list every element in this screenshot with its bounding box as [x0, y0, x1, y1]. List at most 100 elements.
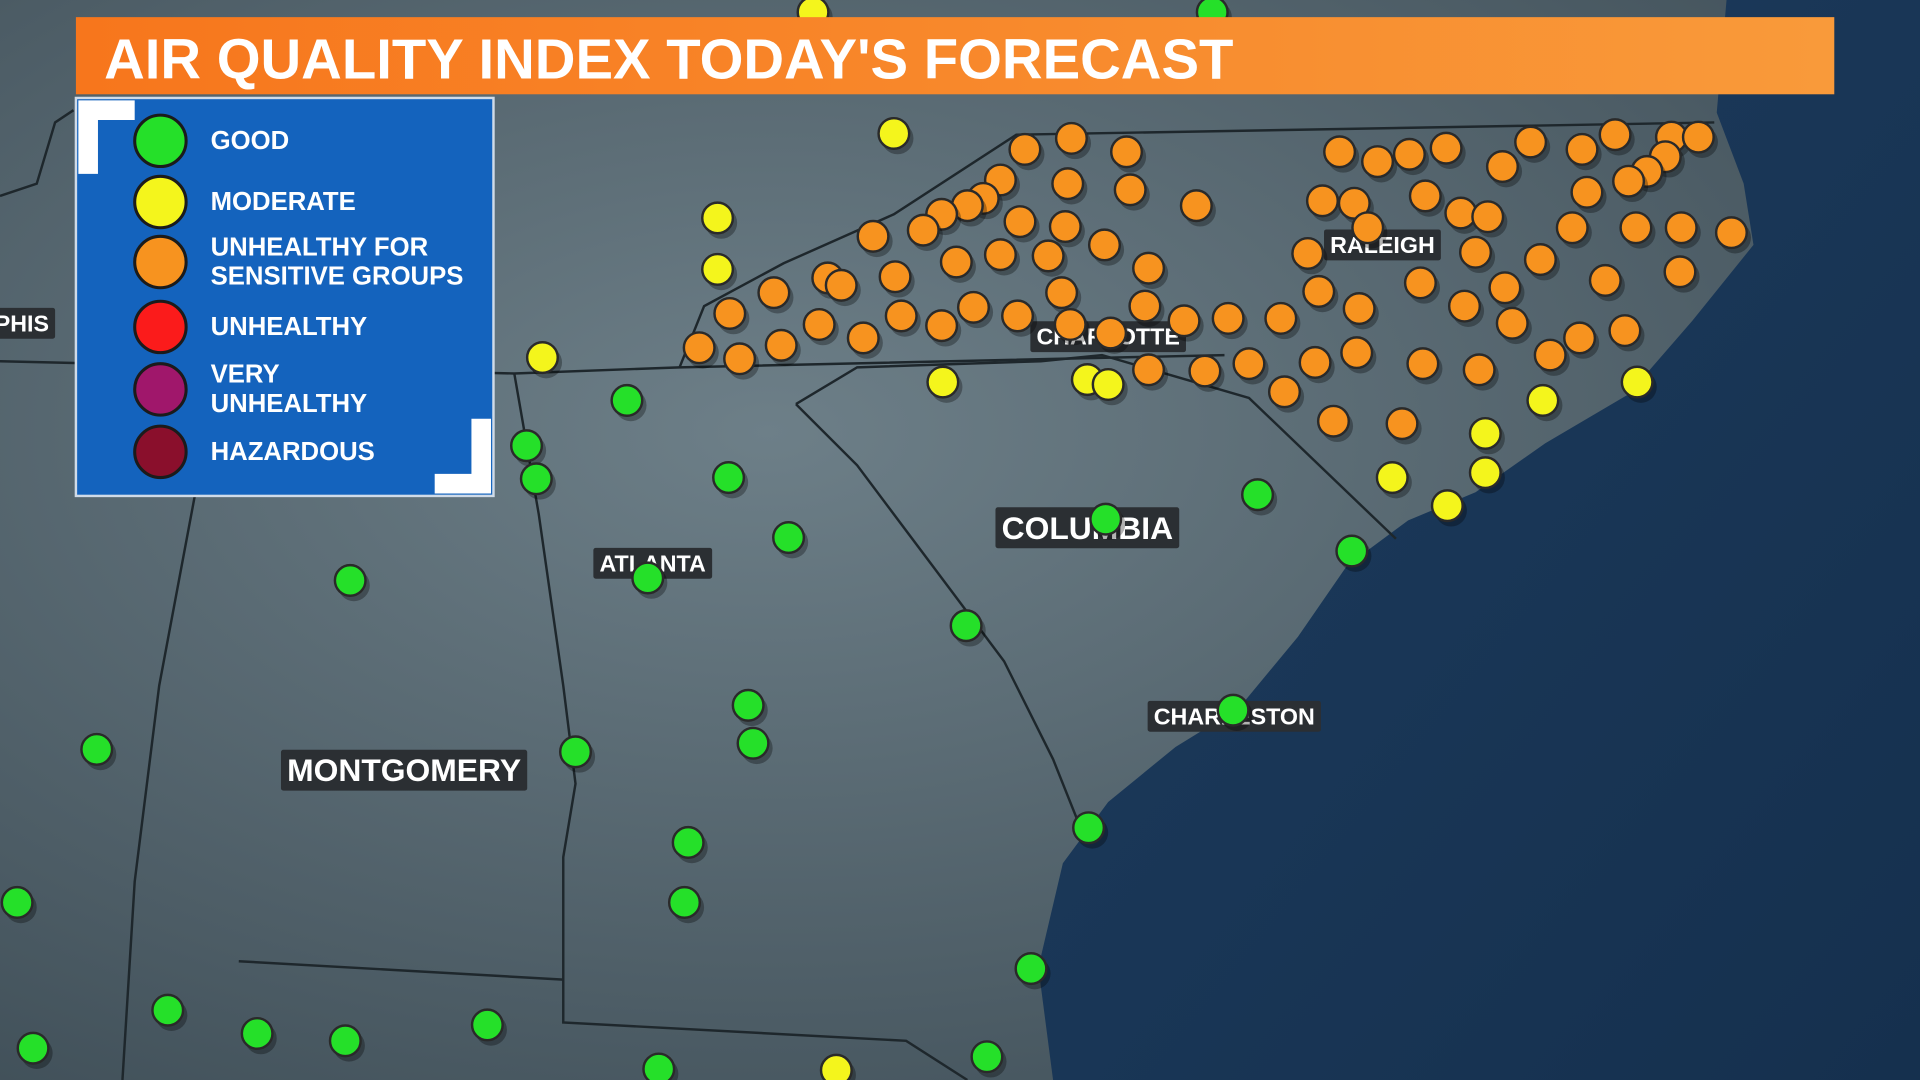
monitor-dot — [884, 299, 918, 333]
city-label: RALEIGH — [1330, 232, 1435, 258]
monitor-dot — [819, 1053, 853, 1080]
monitor-dot — [1053, 307, 1087, 342]
ocean — [1038, 0, 1920, 1080]
monitor-dot — [1216, 693, 1250, 727]
legend-swatch — [133, 174, 188, 230]
monitor-dot — [1305, 184, 1339, 218]
legend-swatch — [133, 234, 188, 290]
monitor-dot — [1533, 338, 1567, 372]
monitor-dot — [1342, 292, 1376, 326]
monitor-dot — [926, 365, 960, 399]
monitor-dot — [701, 252, 735, 286]
monitor-dot — [1298, 345, 1332, 379]
monitor-dot — [1447, 289, 1482, 323]
monitor-dot — [846, 321, 880, 355]
monitor-dot — [701, 201, 735, 235]
monitor-dot — [470, 1008, 504, 1042]
legend-label: MODERATE — [211, 188, 356, 216]
monitor-dot — [1563, 321, 1597, 355]
monitor-dot — [824, 268, 858, 302]
monitor-dot — [1468, 456, 1502, 490]
legend-label: HAZARDOUS — [211, 438, 375, 466]
monitor-dot — [16, 1031, 50, 1065]
monitor-dot — [983, 238, 1017, 272]
monitor-dot — [80, 732, 114, 766]
monitor-dot — [1444, 196, 1478, 230]
city-label: MONTGOMERY — [287, 752, 521, 788]
legend-label: VERY — [211, 361, 280, 389]
monitor-dot — [1523, 243, 1557, 277]
monitor-dot — [1612, 164, 1646, 198]
legend-corner — [78, 100, 135, 174]
monitor-dot — [1555, 211, 1589, 245]
monitor-dot — [1430, 489, 1464, 523]
monitor-dot — [713, 296, 747, 330]
legend-swatch — [133, 299, 188, 355]
monitor-dot — [970, 1040, 1004, 1074]
monitor-dot — [1211, 301, 1245, 335]
city-label-bg — [0, 307, 56, 339]
monitor-dot — [671, 825, 705, 859]
monitor-dot — [240, 1016, 274, 1051]
monitor-dot — [1406, 347, 1440, 381]
legend-label: UNHEALTHY FOR — [211, 233, 429, 261]
monitor-dot — [1588, 263, 1622, 297]
city-label: COLUMBIA — [1002, 510, 1174, 546]
monitor-dot — [772, 521, 806, 555]
monitor-dot — [757, 276, 791, 310]
legend-label: UNHEALTHY — [211, 390, 368, 418]
monitor-dot — [956, 290, 990, 324]
city-label-bg — [1324, 229, 1441, 261]
legend-corner — [434, 418, 492, 494]
monitor-dot — [764, 328, 798, 362]
monitor-dot — [1132, 353, 1166, 387]
monitor-dot — [1110, 135, 1144, 169]
monitor-dot — [1488, 271, 1522, 305]
monitor-dot — [1167, 304, 1201, 338]
city-label: MEMPHIS — [0, 310, 49, 336]
legend-swatch — [133, 362, 188, 417]
monitor-dot — [1087, 228, 1122, 262]
monitor-dot — [1267, 375, 1302, 409]
monitor-dot — [1089, 502, 1123, 536]
monitor-dot — [878, 260, 912, 294]
monitor-dot — [731, 688, 765, 722]
monitor-dot — [1045, 276, 1079, 310]
monitor-dot — [1570, 175, 1604, 209]
monitor-dot — [333, 563, 367, 597]
monitor-dot — [1031, 239, 1065, 273]
monitor-dot — [1003, 205, 1037, 239]
legend-label: GOOD — [211, 127, 290, 155]
monitor-dot — [1620, 365, 1654, 399]
monitor-dot — [1291, 236, 1325, 270]
monitor-dot — [1316, 404, 1351, 438]
monitor-dot — [1241, 478, 1275, 512]
monitor-dot — [1188, 354, 1222, 388]
legend-label: SENSITIVE GROUPS — [211, 263, 464, 291]
city-label-bg — [280, 749, 528, 791]
monitor-dot — [1094, 316, 1128, 350]
monitor-dot — [925, 309, 959, 343]
title-bar — [75, 17, 1835, 95]
monitor-dot — [1051, 167, 1085, 201]
monitor-dot — [1128, 289, 1162, 323]
monitor-dot — [1619, 211, 1653, 245]
monitor-dot — [631, 561, 665, 595]
monitor-dot — [558, 735, 593, 769]
monitor-dot — [1514, 125, 1548, 159]
monitor-dot — [1714, 216, 1748, 250]
monitor-dot — [642, 1052, 676, 1080]
monitor-dot — [723, 342, 757, 376]
monitor-dot — [1385, 407, 1419, 441]
monitor-dot — [328, 1024, 362, 1058]
monitor-dot — [519, 462, 553, 496]
monitor-dot — [1351, 211, 1385, 245]
monitor-dot — [510, 429, 544, 463]
legend-label: UNHEALTHY — [211, 313, 368, 341]
monitor-dot — [949, 609, 983, 643]
monitor-dot — [1408, 179, 1442, 213]
monitor-dot — [1001, 299, 1035, 333]
monitor-dot — [0, 885, 34, 919]
monitor-dot — [1681, 120, 1715, 154]
